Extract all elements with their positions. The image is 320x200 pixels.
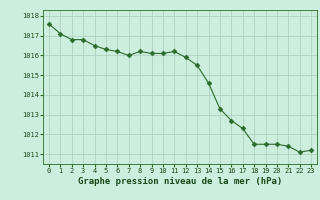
- X-axis label: Graphe pression niveau de la mer (hPa): Graphe pression niveau de la mer (hPa): [78, 177, 282, 186]
